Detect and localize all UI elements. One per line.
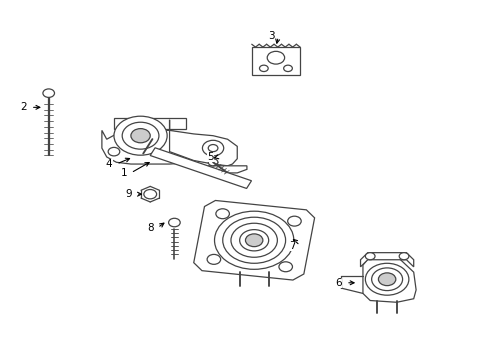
Polygon shape bbox=[360, 253, 413, 267]
Polygon shape bbox=[208, 166, 246, 173]
Polygon shape bbox=[193, 201, 314, 280]
Text: 3: 3 bbox=[267, 31, 274, 41]
Circle shape bbox=[108, 147, 120, 156]
Circle shape bbox=[365, 263, 408, 295]
Polygon shape bbox=[169, 120, 237, 166]
Text: 2: 2 bbox=[20, 102, 27, 112]
Circle shape bbox=[208, 159, 218, 166]
Text: 5: 5 bbox=[207, 152, 214, 162]
Circle shape bbox=[398, 253, 408, 260]
Text: 8: 8 bbox=[147, 223, 153, 233]
Circle shape bbox=[143, 189, 156, 199]
Circle shape bbox=[131, 129, 150, 143]
Circle shape bbox=[114, 116, 167, 155]
Text: 4: 4 bbox=[106, 159, 112, 169]
Polygon shape bbox=[150, 148, 251, 188]
Circle shape bbox=[378, 273, 395, 285]
Polygon shape bbox=[102, 130, 198, 164]
Circle shape bbox=[365, 253, 374, 260]
Text: 1: 1 bbox=[120, 168, 127, 178]
Circle shape bbox=[287, 216, 301, 226]
Text: 9: 9 bbox=[125, 189, 132, 199]
Circle shape bbox=[168, 218, 180, 227]
Circle shape bbox=[266, 51, 284, 64]
Text: 6: 6 bbox=[335, 278, 342, 288]
Circle shape bbox=[176, 147, 187, 156]
Polygon shape bbox=[114, 118, 186, 129]
Circle shape bbox=[283, 65, 292, 72]
Circle shape bbox=[259, 65, 267, 72]
Polygon shape bbox=[251, 47, 300, 76]
Circle shape bbox=[215, 209, 229, 219]
Circle shape bbox=[207, 255, 220, 264]
Circle shape bbox=[245, 234, 263, 247]
Circle shape bbox=[202, 140, 223, 156]
Text: 7: 7 bbox=[289, 240, 296, 251]
Circle shape bbox=[278, 262, 292, 272]
Circle shape bbox=[43, 89, 54, 98]
Polygon shape bbox=[362, 256, 415, 302]
